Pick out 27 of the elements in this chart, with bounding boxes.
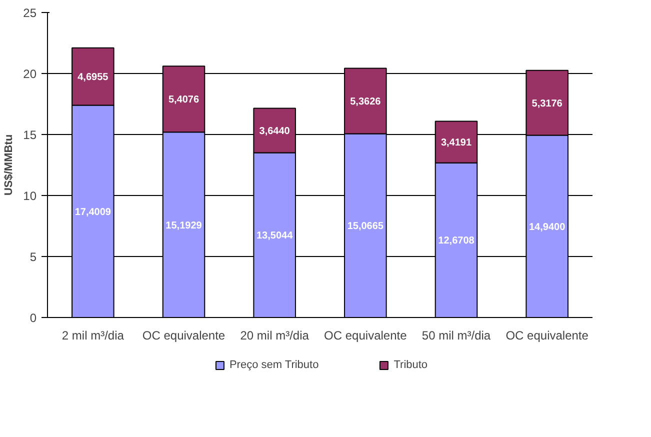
data-label: 12,6708 [438,236,475,247]
x-tick-label: OC equivalente [506,328,589,342]
data-label: 13,5044 [256,230,294,242]
x-tick-label: OC equivalente [324,328,408,342]
data-label: 4,6955 [78,72,109,84]
legend-label: Preço sem Tributo [229,359,319,371]
data-label: 5,3176 [532,98,563,110]
data-label: 14,9400 [529,222,566,233]
y-axis-title: US$/MMBtu [3,134,16,196]
y-tick-label: 15 [23,128,37,142]
y-tick-label: 25 [23,6,37,20]
y-tick-label: 10 [23,189,37,203]
data-label: 3,4191 [440,138,472,149]
y-tick-label: 20 [23,67,37,81]
x-tick-label: 20 mil m³/dia [240,328,310,342]
y-tick-label: 5 [30,250,37,264]
x-tick-label: 2 mil m³/dia [62,328,124,342]
x-tick-label: 50 mil m³/dia [422,328,491,342]
data-label: 17,4009 [74,206,112,218]
data-label: 5,3626 [350,96,382,108]
data-label: 15,0665 [347,221,384,232]
data-label: 5,4076 [168,94,200,106]
y-tick-label: 0 [30,311,37,325]
data-label: 15,1929 [166,220,202,232]
legend-label: Tributo [394,359,428,371]
data-label: 3,6440 [259,126,290,138]
x-tick-label: OC equivalente [142,328,226,342]
